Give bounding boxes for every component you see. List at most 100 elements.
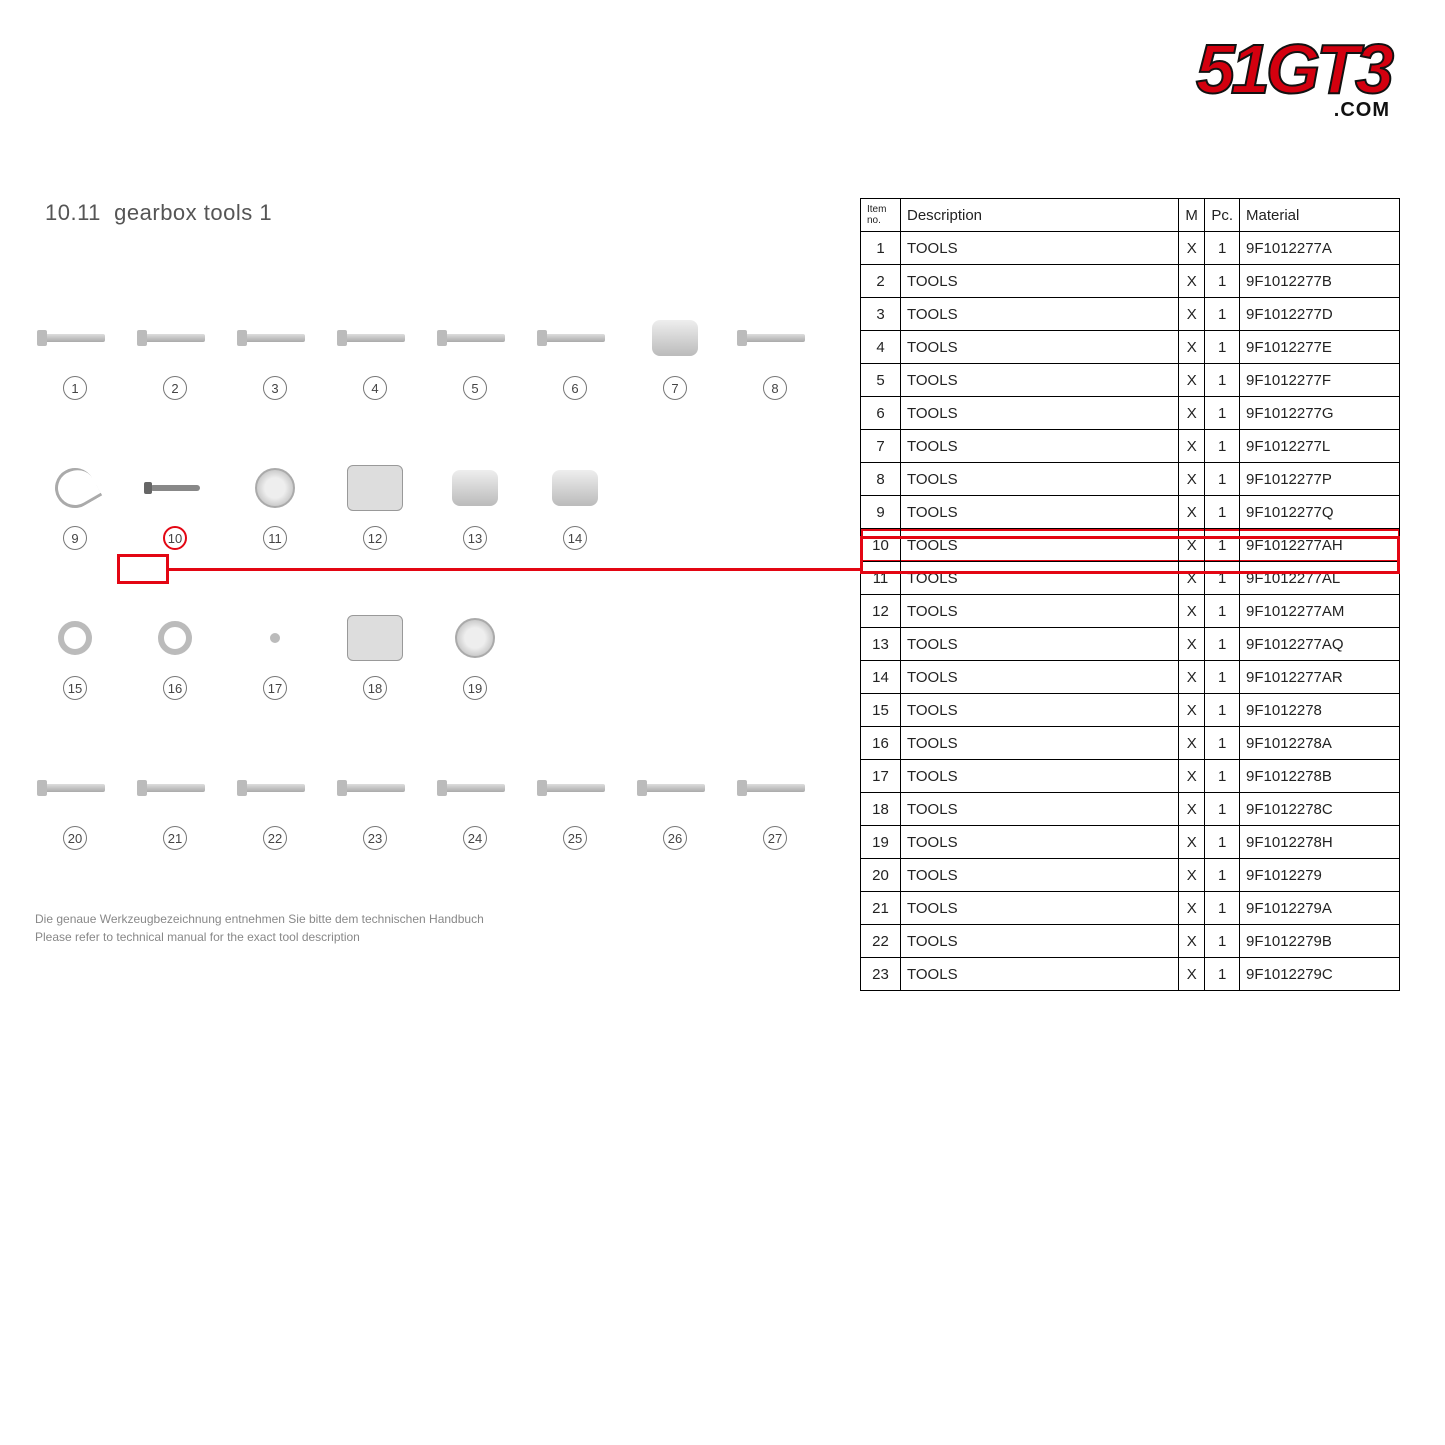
cell-material: 9F1012277AL xyxy=(1240,562,1400,595)
table-row: 6TOOLSX19F1012277G xyxy=(861,397,1400,430)
cell-pc: 1 xyxy=(1205,331,1240,364)
part-icon xyxy=(535,760,615,816)
cell-item-no: 23 xyxy=(861,958,901,991)
cell-item-no: 11 xyxy=(861,562,901,595)
cell-m: X xyxy=(1179,925,1205,958)
part-icon xyxy=(635,760,715,816)
item-number-circle: 5 xyxy=(463,376,487,400)
cell-description: TOOLS xyxy=(901,364,1179,397)
cell-material: 9F1012277AM xyxy=(1240,595,1400,628)
diagram-item-6: 6 xyxy=(535,310,615,400)
cell-pc: 1 xyxy=(1205,727,1240,760)
cell-m: X xyxy=(1179,958,1205,991)
diagram-item-16: 16 xyxy=(135,610,215,700)
item-number-circle: 10 xyxy=(163,526,187,550)
cell-m: X xyxy=(1179,265,1205,298)
cell-material: 9F1012277B xyxy=(1240,265,1400,298)
cell-item-no: 12 xyxy=(861,595,901,628)
cell-material: 9F1012278H xyxy=(1240,826,1400,859)
cell-item-no: 7 xyxy=(861,430,901,463)
cell-description: TOOLS xyxy=(901,826,1179,859)
cell-description: TOOLS xyxy=(901,628,1179,661)
cell-pc: 1 xyxy=(1205,430,1240,463)
cell-material: 9F1012278 xyxy=(1240,694,1400,727)
logo-main-text: 51GT3 xyxy=(1196,38,1390,101)
cell-description: TOOLS xyxy=(901,463,1179,496)
col-description: Description xyxy=(901,199,1179,232)
part-icon xyxy=(335,460,415,516)
cell-m: X xyxy=(1179,496,1205,529)
item-number-circle: 8 xyxy=(763,376,787,400)
item-number-circle: 25 xyxy=(563,826,587,850)
diagram-item-9: 9 xyxy=(35,460,115,550)
table-row: 22TOOLSX19F1012279B xyxy=(861,925,1400,958)
cell-material: 9F1012277E xyxy=(1240,331,1400,364)
cell-item-no: 15 xyxy=(861,694,901,727)
diagram-item-4: 4 xyxy=(335,310,415,400)
table-row: 10TOOLSX19F1012277AH xyxy=(861,529,1400,562)
part-icon xyxy=(35,460,115,516)
diagram-item-5: 5 xyxy=(435,310,515,400)
col-material: Material xyxy=(1240,199,1400,232)
diagram-item-18: 18 xyxy=(335,610,415,700)
part-icon xyxy=(335,760,415,816)
item-number-circle: 23 xyxy=(363,826,387,850)
cell-description: TOOLS xyxy=(901,265,1179,298)
table-row: 8TOOLSX19F1012277P xyxy=(861,463,1400,496)
cell-material: 9F1012277P xyxy=(1240,463,1400,496)
item-number-circle: 15 xyxy=(63,676,87,700)
cell-material: 9F1012278A xyxy=(1240,727,1400,760)
item-number-circle: 20 xyxy=(63,826,87,850)
cell-material: 9F1012277AQ xyxy=(1240,628,1400,661)
cell-description: TOOLS xyxy=(901,430,1179,463)
part-icon xyxy=(235,760,315,816)
cell-material: 9F1012277F xyxy=(1240,364,1400,397)
part-icon xyxy=(435,460,515,516)
cell-material: 9F1012277G xyxy=(1240,397,1400,430)
table-row: 15TOOLSX19F1012278 xyxy=(861,694,1400,727)
diagram-item-10: 10 xyxy=(135,460,215,550)
table-row: 16TOOLSX19F1012278A xyxy=(861,727,1400,760)
table-row: 5TOOLSX19F1012277F xyxy=(861,364,1400,397)
cell-material: 9F1012277A xyxy=(1240,232,1400,265)
cell-item-no: 2 xyxy=(861,265,901,298)
cell-material: 9F1012279A xyxy=(1240,892,1400,925)
cell-item-no: 19 xyxy=(861,826,901,859)
cell-material: 9F1012279 xyxy=(1240,859,1400,892)
cell-pc: 1 xyxy=(1205,364,1240,397)
cell-pc: 1 xyxy=(1205,892,1240,925)
cell-item-no: 14 xyxy=(861,661,901,694)
cell-pc: 1 xyxy=(1205,397,1240,430)
cell-item-no: 3 xyxy=(861,298,901,331)
cell-item-no: 13 xyxy=(861,628,901,661)
part-icon xyxy=(735,760,815,816)
item-number-circle: 3 xyxy=(263,376,287,400)
cell-m: X xyxy=(1179,661,1205,694)
item-number-circle: 14 xyxy=(563,526,587,550)
col-item-no: Item no. xyxy=(861,199,901,232)
diagram-item-12: 12 xyxy=(335,460,415,550)
part-icon xyxy=(135,610,215,666)
part-icon xyxy=(235,310,315,366)
part-icon xyxy=(335,310,415,366)
cell-description: TOOLS xyxy=(901,892,1179,925)
diagram-item-11: 11 xyxy=(235,460,315,550)
cell-description: TOOLS xyxy=(901,760,1179,793)
part-icon xyxy=(135,310,215,366)
table-row: 13TOOLSX19F1012277AQ xyxy=(861,628,1400,661)
item-number-circle: 9 xyxy=(63,526,87,550)
cell-m: X xyxy=(1179,463,1205,496)
cell-pc: 1 xyxy=(1205,628,1240,661)
cell-m: X xyxy=(1179,727,1205,760)
cell-m: X xyxy=(1179,397,1205,430)
part-icon xyxy=(35,760,115,816)
part-icon xyxy=(35,610,115,666)
item-number-circle: 17 xyxy=(263,676,287,700)
diagram-item-14: 14 xyxy=(535,460,615,550)
item-number-circle: 4 xyxy=(363,376,387,400)
brand-logo: 51GT3 .COM xyxy=(1196,38,1390,122)
cell-description: TOOLS xyxy=(901,694,1179,727)
item-number-circle: 2 xyxy=(163,376,187,400)
cell-item-no: 21 xyxy=(861,892,901,925)
cell-m: X xyxy=(1179,232,1205,265)
